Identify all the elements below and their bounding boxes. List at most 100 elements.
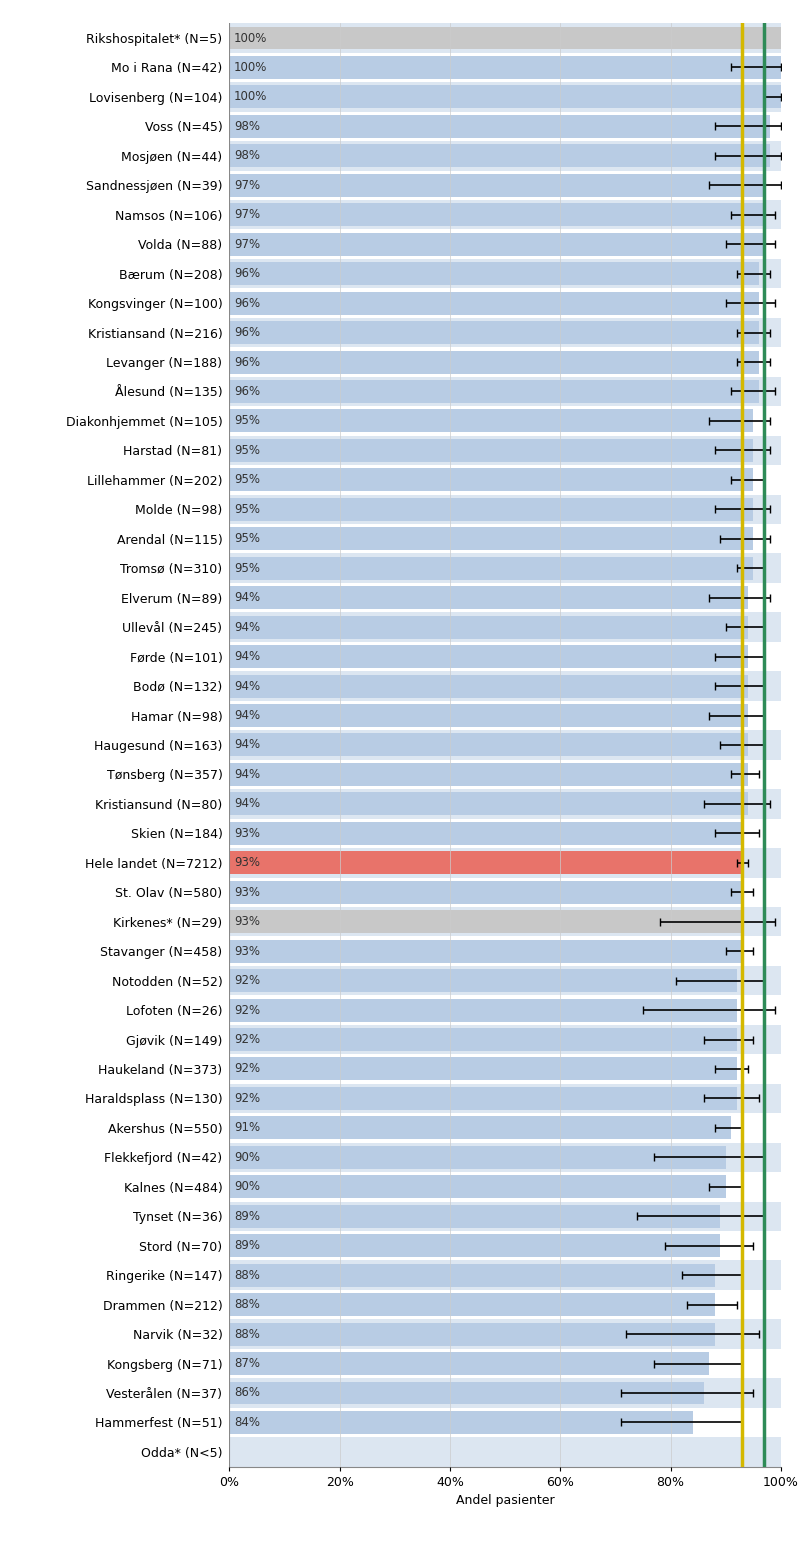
Bar — [229, 436, 781, 466]
Bar — [229, 318, 781, 348]
Bar — [229, 469, 753, 492]
Bar — [229, 407, 781, 436]
Text: 94%: 94% — [233, 709, 260, 722]
Bar — [229, 174, 764, 197]
Bar — [229, 1260, 781, 1290]
Text: 88%: 88% — [233, 1327, 260, 1341]
Bar — [229, 1411, 692, 1434]
Bar — [229, 646, 748, 667]
Bar — [229, 939, 742, 962]
Text: 93%: 93% — [233, 857, 260, 869]
Bar — [229, 348, 781, 377]
Bar — [229, 554, 781, 584]
Text: 88%: 88% — [233, 1297, 260, 1311]
Bar — [229, 1319, 781, 1349]
Bar — [229, 823, 742, 844]
Text: 93%: 93% — [233, 916, 260, 928]
Bar — [229, 410, 753, 433]
Bar — [229, 1378, 781, 1408]
Bar — [229, 1172, 781, 1201]
Bar — [229, 998, 737, 1021]
Text: 84%: 84% — [233, 1415, 260, 1429]
Bar — [229, 877, 781, 906]
Bar — [229, 351, 759, 374]
Text: 95%: 95% — [233, 473, 260, 486]
Bar — [229, 1352, 709, 1375]
Text: 95%: 95% — [233, 444, 260, 456]
Bar — [229, 1408, 781, 1437]
Text: 100%: 100% — [233, 90, 267, 104]
Bar — [229, 705, 748, 726]
Bar — [229, 584, 781, 613]
Text: 86%: 86% — [233, 1386, 260, 1400]
Bar — [229, 144, 770, 168]
Bar — [229, 1437, 781, 1467]
Bar — [229, 793, 748, 815]
Text: 92%: 92% — [233, 975, 260, 987]
Bar — [229, 141, 781, 171]
Text: 94%: 94% — [233, 621, 260, 633]
Text: 96%: 96% — [233, 355, 260, 368]
Bar — [229, 23, 781, 53]
Text: 100%: 100% — [233, 61, 267, 74]
Bar — [229, 675, 748, 697]
Bar — [229, 557, 753, 580]
Text: 89%: 89% — [233, 1238, 260, 1252]
Text: 93%: 93% — [233, 827, 260, 840]
Bar — [229, 321, 759, 345]
Text: 88%: 88% — [233, 1268, 260, 1282]
Bar — [229, 759, 781, 788]
Bar — [229, 1381, 704, 1405]
Bar — [229, 847, 781, 877]
Bar — [229, 1204, 720, 1228]
Bar — [229, 1322, 715, 1346]
Text: 92%: 92% — [233, 1093, 260, 1105]
Text: 95%: 95% — [233, 562, 260, 574]
Bar — [229, 230, 781, 259]
Bar — [229, 1057, 737, 1080]
Bar — [229, 53, 781, 82]
Bar — [229, 1201, 781, 1231]
Text: 95%: 95% — [233, 414, 260, 427]
Text: 92%: 92% — [233, 1034, 260, 1046]
Text: 96%: 96% — [233, 267, 260, 281]
Bar — [229, 1293, 715, 1316]
Bar — [229, 906, 781, 936]
Text: 97%: 97% — [233, 208, 260, 222]
Bar — [229, 1027, 737, 1051]
Bar — [229, 702, 781, 731]
Bar — [229, 1234, 720, 1257]
Text: 90%: 90% — [233, 1152, 260, 1164]
Text: 87%: 87% — [233, 1356, 260, 1370]
Text: 92%: 92% — [233, 1063, 260, 1076]
Bar — [229, 115, 770, 138]
Bar — [229, 377, 781, 407]
Text: 95%: 95% — [233, 532, 260, 545]
Bar — [229, 818, 781, 847]
Bar — [229, 909, 742, 933]
Text: 98%: 98% — [233, 149, 260, 163]
Text: 96%: 96% — [233, 326, 260, 338]
Bar — [229, 200, 781, 230]
Bar — [229, 788, 781, 818]
Text: 97%: 97% — [233, 178, 260, 192]
Bar — [229, 233, 764, 256]
Bar — [229, 1175, 726, 1198]
Text: 92%: 92% — [233, 1004, 260, 1017]
Bar — [229, 995, 781, 1024]
Bar — [229, 643, 781, 672]
Bar — [229, 880, 742, 903]
Bar — [229, 1086, 737, 1110]
Bar — [229, 26, 781, 50]
Bar — [229, 203, 764, 227]
Bar — [229, 734, 748, 756]
Text: 93%: 93% — [233, 886, 260, 899]
Text: 100%: 100% — [233, 31, 267, 45]
Bar — [229, 968, 737, 992]
Bar — [229, 587, 748, 610]
Text: 96%: 96% — [233, 296, 260, 309]
Bar — [229, 1290, 781, 1319]
Bar — [229, 1024, 781, 1054]
Bar — [229, 82, 781, 112]
Bar — [229, 528, 753, 551]
